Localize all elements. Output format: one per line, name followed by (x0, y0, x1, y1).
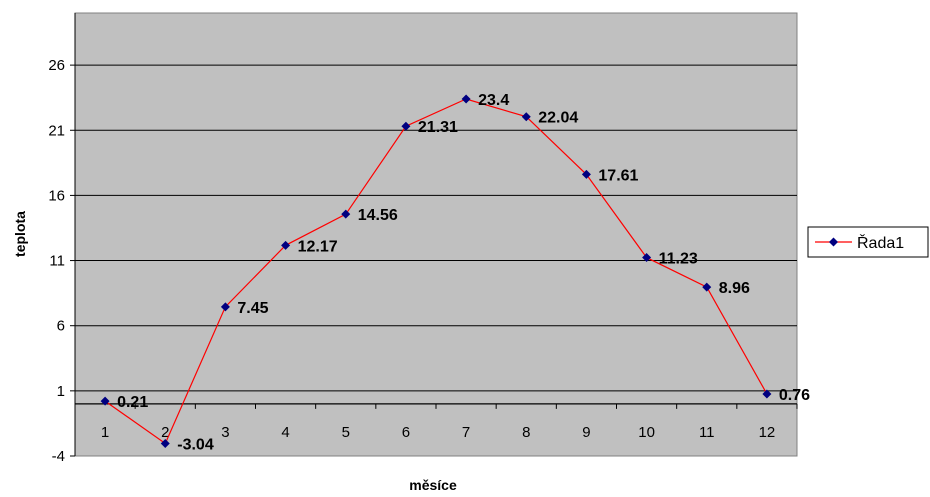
y-tick-label: 21 (48, 122, 65, 139)
x-tick-label: 7 (462, 424, 470, 441)
data-label: 0.76 (779, 387, 810, 404)
data-labels: 0.21 -3.04 7.45 12.17 14.56 21.31 23.4 22.04 17.… (117, 92, 810, 453)
x-tick-label: 3 (221, 424, 229, 441)
series-line (104, 98, 768, 445)
legend-marker (829, 237, 838, 247)
gridlines (75, 64, 797, 392)
data-point (220, 302, 230, 312)
x-axis-title: měsíce (409, 477, 457, 493)
y-tick-label: 6 (57, 318, 65, 335)
data-label: 21.31 (418, 119, 458, 136)
y-tick-label: 16 (48, 187, 65, 204)
x-tick-label: 9 (582, 424, 590, 441)
x-tick-label: 10 (638, 424, 655, 441)
data-point (461, 94, 471, 104)
data-label: 0.21 (117, 394, 148, 411)
data-label: 7.45 (237, 300, 268, 317)
x-tick-label: 4 (281, 424, 289, 441)
x-tick-label: 1 (101, 424, 109, 441)
x-tick-label: 5 (342, 424, 350, 441)
data-point (762, 389, 772, 399)
y-tick-label: 11 (49, 253, 65, 270)
x-tick-label: 6 (402, 424, 410, 441)
x-tick-label: 12 (759, 424, 776, 441)
data-point (401, 121, 411, 131)
series-rada1 (100, 94, 772, 448)
data-point (281, 240, 291, 250)
data-label: 12.17 (298, 238, 338, 255)
data-point (160, 438, 170, 448)
data-label: 11.23 (659, 251, 698, 268)
data-point (642, 253, 652, 263)
data-point (341, 209, 351, 219)
data-label: 22.04 (538, 110, 578, 127)
x-tick-label: 2 (161, 424, 169, 441)
data-label: 8.96 (719, 280, 750, 297)
y-tick-label: 26 (48, 57, 65, 74)
x-tick-label: 8 (522, 424, 530, 441)
y-axis-title: teplota (12, 211, 28, 257)
y-tick-label: 1 (57, 383, 65, 400)
data-point (521, 112, 531, 122)
data-point (100, 396, 110, 406)
x-tick-label: 11 (699, 424, 715, 441)
x-axis: 1 2 3 4 5 6 7 8 9 10 11 12 (74, 403, 798, 441)
data-point (702, 282, 712, 292)
data-label: 14.56 (358, 207, 398, 224)
data-point (581, 169, 591, 179)
data-label: 23.4 (478, 92, 509, 109)
legend: Řada1 (807, 226, 929, 258)
data-label: -3.04 (177, 436, 214, 453)
legend-label: Řada1 (857, 233, 904, 252)
y-tick-label: -4 (52, 448, 65, 465)
data-label: 17.61 (598, 167, 638, 184)
plot-area (74, 12, 798, 457)
